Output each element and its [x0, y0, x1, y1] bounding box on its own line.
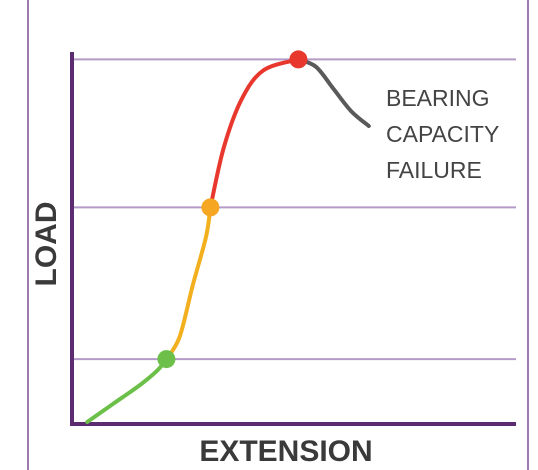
- y-axis-label: LOAD: [30, 202, 63, 287]
- curve-segment-3: [208, 57, 301, 210]
- marker-point-1: [157, 350, 176, 369]
- curve-segment-4: [296, 57, 371, 128]
- curve-segment-2: [164, 205, 213, 362]
- curve-segment-1: [85, 357, 169, 424]
- annotation-line-3: FAILURE: [386, 157, 482, 183]
- x-axis-label: EXTENSION: [199, 435, 372, 468]
- annotation-line-2: CAPACITY: [386, 121, 499, 147]
- marker-point-2: [201, 198, 220, 217]
- marker-point-3: [289, 50, 308, 69]
- annotation-line-1: BEARING: [386, 85, 490, 111]
